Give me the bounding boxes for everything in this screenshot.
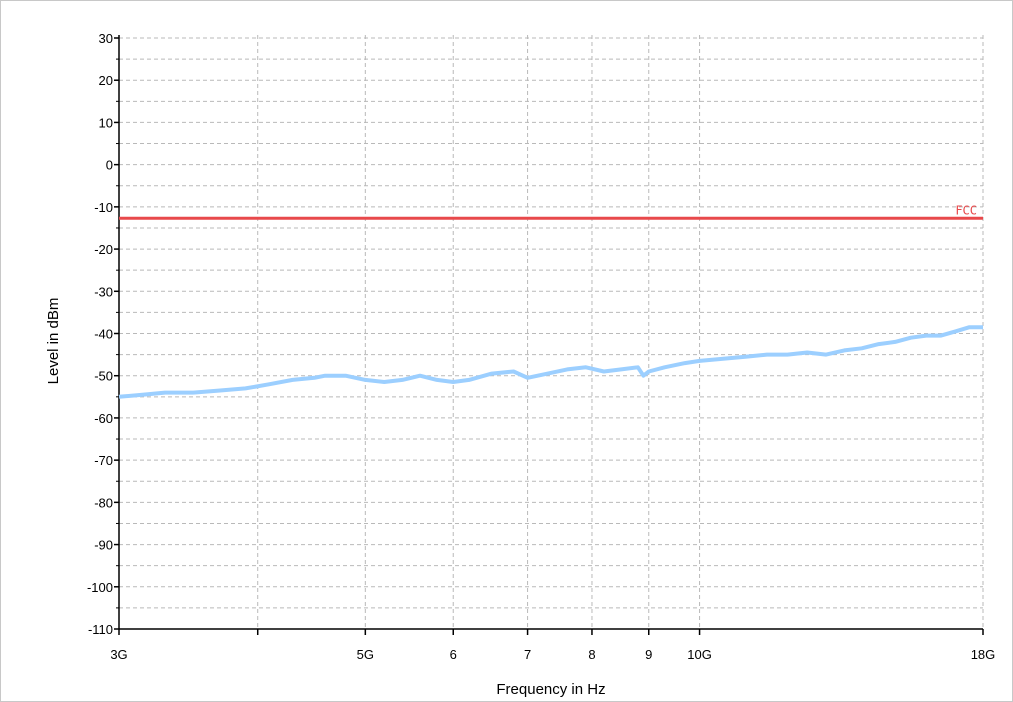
y-tick-label: -40	[94, 327, 113, 342]
y-axis-title: Level in dBm	[45, 298, 62, 385]
x-tick-label: 7	[524, 647, 531, 662]
y-tick-label: -30	[94, 284, 113, 299]
y-tick-label: -50	[94, 369, 113, 384]
y-tick-label: -10	[94, 200, 113, 215]
y-tick-label: -20	[94, 242, 113, 257]
limit-line-group: FCC	[119, 203, 983, 220]
x-axis-title: Frequency in Hz	[496, 681, 605, 698]
x-tick-label: 9	[645, 647, 652, 662]
x-ticks: 3G 5G 6 7 8 9 10G 18G	[110, 629, 995, 662]
y-tick-label: -80	[94, 495, 113, 510]
grid	[118, 35, 984, 629]
y-tick-label: -110	[88, 622, 113, 637]
y-tick-label: -90	[94, 538, 113, 553]
y-tick-label: -100	[87, 580, 113, 595]
limit-label-fcc: FCC	[955, 203, 977, 217]
y-tick-label: -70	[94, 453, 113, 468]
x-tick-label: 5G	[357, 647, 374, 662]
y-ticks: 30 20 10 0 -10 -20 -30 -40 -50 -60 -70 -80 -90 -100 -1…	[87, 31, 119, 637]
series-layer	[118, 325, 983, 399]
x-tick-label: 10G	[687, 647, 712, 662]
axes	[118, 35, 983, 630]
y-tick-label: 0	[106, 158, 113, 173]
x-tick-label: 6	[450, 647, 457, 662]
x-tick-label: 3G	[110, 647, 127, 662]
y-tick-label: -60	[94, 411, 113, 426]
series-line	[118, 325, 983, 399]
y-tick-label: 20	[99, 73, 113, 88]
x-tick-label: 18G	[971, 647, 996, 662]
y-tick-label: 10	[99, 115, 113, 130]
y-tick-label: 30	[99, 31, 113, 46]
x-tick-label: 8	[588, 647, 595, 662]
